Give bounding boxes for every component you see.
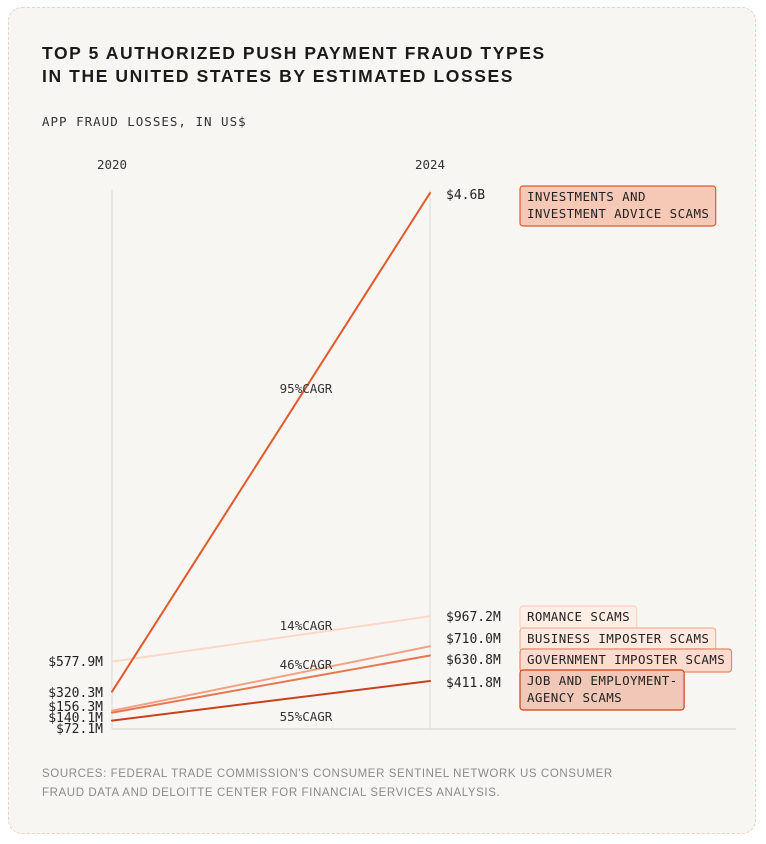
chart-title-line-1: TOP 5 AUTHORIZED PUSH PAYMENT FRAUD TYPE… (42, 43, 546, 63)
end-value-label-0: $4.6B (446, 188, 485, 203)
series-name-label-4-1: AGENCY SCAMS (527, 690, 622, 705)
chart-subtitle: APP FRAUD LOSSES, IN US$ (42, 114, 247, 129)
sources-line-1: SOURCES: FEDERAL TRADE COMMISSION'S CONS… (42, 768, 613, 780)
chart-title-line-2: IN THE UNITED STATES BY ESTIMATED LOSSES (42, 66, 515, 86)
end-value-label-4: $411.8M (446, 676, 501, 691)
start-value-label-2: $156.3M (48, 700, 103, 715)
series-line-1 (111, 615, 431, 663)
series-name-label-4-0: JOB AND EMPLOYMENT- (527, 673, 678, 688)
end-value-label-2: $710.0M (446, 632, 501, 647)
x-tick-label-2020: 2020 (97, 157, 127, 172)
series-line-2 (111, 645, 431, 712)
start-value-label-1: $577.9M (48, 655, 103, 670)
start-value-label-0: $320.3M (48, 686, 103, 701)
series-name-label-3-0: GOVERNMENT IMPOSTER SCAMS (527, 652, 725, 667)
x-tick-label-2024: 2024 (415, 157, 445, 172)
series-line-0 (111, 192, 431, 693)
end-value-label-3: $630.8M (446, 653, 501, 668)
series-name-label-0-1: INVESTMENT ADVICE SCAMS (527, 206, 709, 221)
series-line-3 (111, 654, 431, 714)
start-value-label-3: $140.1M (48, 711, 103, 726)
sources-line-2: FRAUD DATA AND DELOITTE CENTER FOR FINAN… (42, 787, 501, 799)
series-line-4 (111, 680, 431, 722)
series-name-label-2-0: BUSINESS IMPOSTER SCAMS (527, 631, 709, 646)
start-value-label-4: $72.1M (56, 722, 103, 737)
cagr-label-4: 55%CAGR (280, 709, 333, 724)
chart-title: TOP 5 AUTHORIZED PUSH PAYMENT FRAUD TYPE… (42, 42, 546, 88)
series-name-box-0 (519, 185, 717, 227)
sources-note: SOURCES: FEDERAL TRADE COMMISSION'S CONS… (42, 765, 662, 803)
cagr-label-1: 14%CAGR (280, 618, 333, 633)
series-name-label-1-0: ROMANCE SCAMS (527, 609, 630, 624)
cagr-label-0: 95%CAGR (280, 381, 333, 396)
series-name-label-0-0: INVESTMENTS AND (527, 189, 646, 204)
end-value-label-1: $967.2M (446, 610, 501, 625)
series-name-box-4 (519, 669, 685, 711)
cagr-label-2: 46%CAGR (280, 657, 333, 672)
